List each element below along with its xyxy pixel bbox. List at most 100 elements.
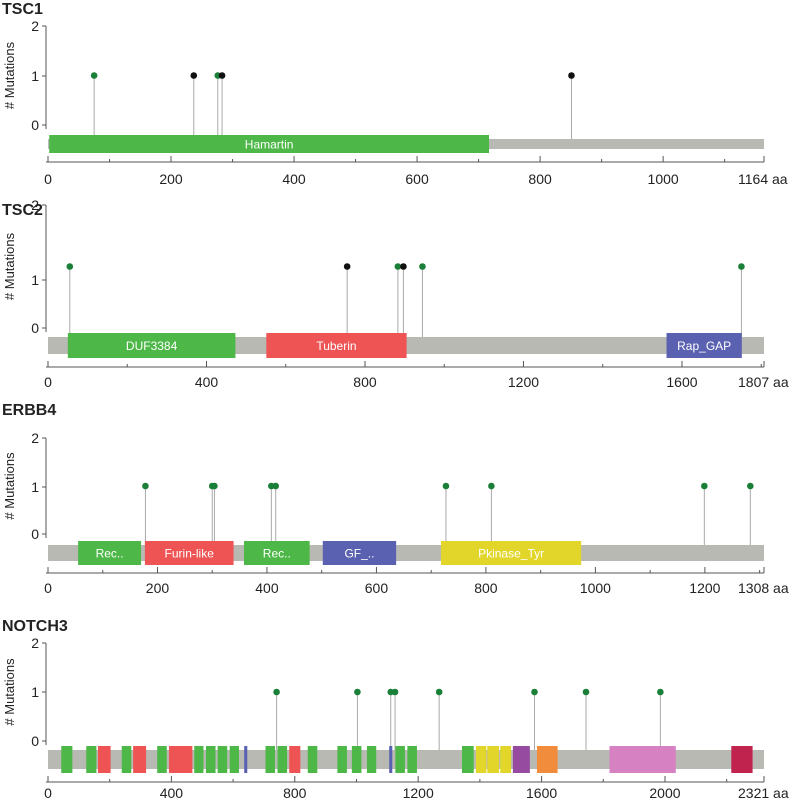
domain-label: Tuberin <box>316 339 356 353</box>
domain-label: Pkinase_Tyr <box>478 547 544 561</box>
domain-ank-2 <box>609 746 676 773</box>
domain-notch <box>500 746 512 773</box>
domain-egf <box>121 746 132 773</box>
mutation-head <box>657 688 664 696</box>
domain-label: Hamartin <box>245 138 294 152</box>
mutation-head <box>218 72 226 79</box>
mutation-head <box>90 72 98 79</box>
gene-title: TSC1 <box>2 1 43 18</box>
domain-label: Furin-like <box>165 547 215 561</box>
domain-egf-ca <box>289 746 301 773</box>
protein-length-label: 1308 aa <box>738 580 789 596</box>
y-axis-title: # Mutations <box>2 658 17 726</box>
domain-duf3384 <box>67 333 236 358</box>
domain-notch <box>461 746 474 773</box>
y-axis-title: # Mutations <box>2 41 17 109</box>
domain-other <box>731 746 753 773</box>
x-tick-label: 0 <box>44 171 52 187</box>
y-tick-label: 1 <box>31 684 39 700</box>
mutation-head <box>190 72 198 79</box>
domain-label: Rec.. <box>263 547 291 561</box>
domain-egf <box>194 746 204 773</box>
x-tick-label: 200 <box>146 580 170 596</box>
y-tick-label: 2 <box>31 18 39 34</box>
x-tick-label: 800 <box>353 374 377 390</box>
mutation-head <box>582 688 590 696</box>
domain-egf <box>229 746 239 773</box>
domain-notch <box>487 746 500 773</box>
domain-recep-l-domain <box>243 541 310 565</box>
x-tick-label: 600 <box>405 171 429 187</box>
x-tick-label: 0 <box>44 580 52 596</box>
protein-length-label: 2321 aa <box>738 785 789 800</box>
domain-gf-recep-iv <box>322 541 397 565</box>
domain-egf-ca <box>97 746 111 773</box>
mutation-head <box>419 263 426 270</box>
mutation-head <box>738 263 745 270</box>
domain-other <box>244 746 248 773</box>
y-tick-label: 0 <box>31 117 39 133</box>
gene-title: NOTCH3 <box>2 618 68 635</box>
domain-egf <box>157 746 167 773</box>
domain-egf <box>265 746 276 773</box>
x-tick-label: 600 <box>365 580 389 596</box>
x-tick-label: 1600 <box>526 785 557 800</box>
x-tick-label: 1200 <box>403 785 434 800</box>
domain-hamartin <box>49 135 490 153</box>
mutation-head <box>442 482 450 490</box>
domain-egf <box>395 746 405 773</box>
domain-recep-l-domain <box>78 541 142 565</box>
x-tick-label: 0 <box>44 785 52 800</box>
gene-title: ERBB4 <box>2 402 56 419</box>
y-tick-label: 0 <box>31 320 39 336</box>
x-tick-label: 800 <box>528 171 552 187</box>
y-tick-label: 1 <box>31 479 39 495</box>
x-tick-label: 1600 <box>666 374 697 390</box>
domain-egf <box>337 746 347 773</box>
domain-label: DUF3384 <box>126 339 178 353</box>
domain-egf <box>407 746 417 773</box>
x-tick-label: 1200 <box>689 580 720 596</box>
domain-notch <box>475 746 487 773</box>
y-tick-label: 0 <box>31 526 39 542</box>
x-tick-label: 200 <box>159 171 183 187</box>
mutation-head <box>343 263 351 270</box>
x-tick-label: 1000 <box>580 580 611 596</box>
domain-egf <box>61 746 73 773</box>
x-tick-label: 800 <box>474 580 498 596</box>
x-tick-label: 400 <box>255 580 279 596</box>
x-tick-label: 0 <box>44 374 52 390</box>
domain-egf <box>307 746 318 773</box>
x-tick-label: 400 <box>160 785 184 800</box>
gene-title: TSC2 <box>2 202 43 219</box>
domain-egf <box>366 746 377 773</box>
mutation-head <box>488 482 495 490</box>
mutation-head <box>273 688 280 696</box>
domain-egf <box>351 746 362 773</box>
domain-egf <box>277 746 288 773</box>
x-tick-label: 2000 <box>649 785 680 800</box>
mutation-head <box>272 482 280 490</box>
x-tick-label: 800 <box>283 785 307 800</box>
domain-other <box>389 746 393 773</box>
mutation-head <box>435 688 443 696</box>
domain-egf-ca <box>168 746 193 773</box>
mutation-head <box>394 263 402 270</box>
mutation-head <box>391 688 399 696</box>
mutation-head <box>66 263 74 270</box>
mutation-head <box>531 688 538 696</box>
domain-tuberin <box>266 333 407 358</box>
domain-egf <box>205 746 216 773</box>
mutation-head <box>400 263 407 270</box>
mutation-head <box>211 482 218 490</box>
y-tick-label: 1 <box>31 68 39 84</box>
domain-nodp <box>536 746 558 773</box>
domain-egf-ca <box>133 746 147 773</box>
domain-label: Rec.. <box>96 547 124 561</box>
x-tick-label: 1200 <box>508 374 539 390</box>
x-tick-label: 400 <box>282 171 306 187</box>
protein-length-label: 1164 aa <box>738 171 788 187</box>
y-axis-title: # Mutations <box>2 452 17 520</box>
y-tick-label: 2 <box>31 635 39 651</box>
